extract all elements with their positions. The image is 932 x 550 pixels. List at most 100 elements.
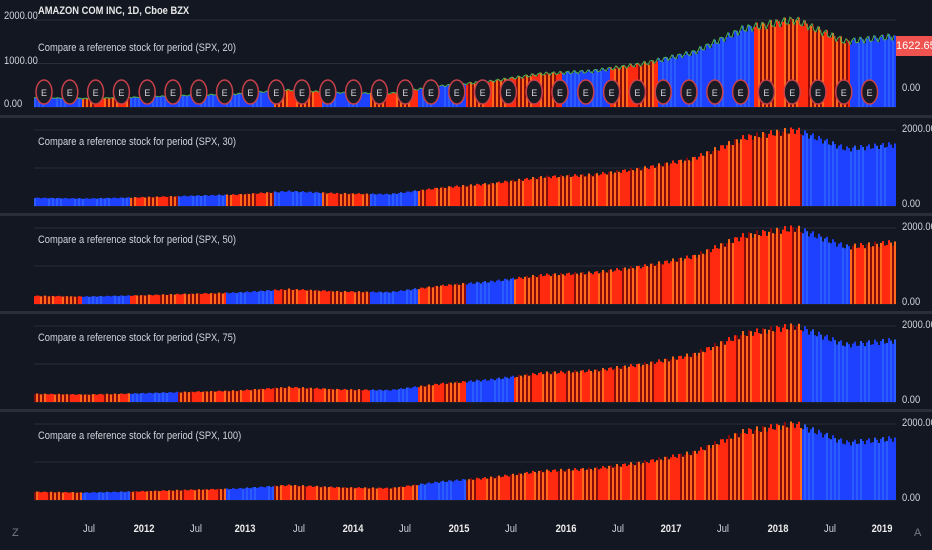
- bar: [794, 427, 796, 500]
- bar: [264, 92, 266, 107]
- bar: [828, 340, 830, 402]
- bar: [856, 443, 858, 500]
- bar: [104, 394, 106, 402]
- bar: [646, 168, 648, 206]
- bar: [212, 194, 214, 206]
- bar: [64, 393, 66, 402]
- bar: [176, 391, 178, 402]
- pane-divider[interactable]: [0, 115, 932, 118]
- bar: [880, 340, 882, 402]
- bar: [858, 149, 860, 206]
- bar: [838, 145, 840, 206]
- bar: [306, 388, 308, 402]
- bar: [282, 191, 284, 206]
- bar: [294, 386, 296, 402]
- bar: [750, 135, 752, 206]
- bar: [336, 290, 338, 304]
- bar: [256, 389, 258, 402]
- bar: [112, 295, 114, 304]
- indicator-pane-30[interactable]: Compare a reference stock for period (SP…: [0, 118, 932, 213]
- bar: [516, 278, 518, 304]
- bar: [356, 193, 358, 206]
- bar: [770, 228, 772, 304]
- earnings-marker: [654, 79, 672, 105]
- bar: [542, 374, 544, 402]
- bar: [408, 289, 410, 304]
- bar: [568, 71, 570, 107]
- bar: [272, 192, 274, 206]
- bar: [790, 225, 792, 304]
- bar: [852, 245, 854, 304]
- bar: [238, 93, 240, 107]
- bar: [158, 96, 160, 107]
- bar: [800, 428, 802, 500]
- bar: [126, 97, 128, 107]
- bar: [218, 390, 220, 402]
- indicator-chart-50[interactable]: [0, 216, 932, 311]
- indicator-chart-30[interactable]: [0, 118, 932, 213]
- bar: [570, 73, 572, 107]
- indicator-pane-50[interactable]: Compare a reference stock for period (SP…: [0, 216, 932, 311]
- bar: [714, 147, 716, 206]
- bar: [608, 171, 610, 206]
- bar: [592, 470, 594, 500]
- bar: [816, 336, 818, 402]
- bar: [672, 54, 674, 107]
- bar: [752, 335, 754, 402]
- bar: [714, 441, 716, 500]
- bar: [832, 32, 834, 108]
- bar: [786, 329, 788, 402]
- indicator-pane-75[interactable]: Compare a reference stock for period (SP…: [0, 314, 932, 409]
- bar: [840, 340, 842, 402]
- bar: [854, 243, 856, 304]
- bar: [508, 476, 510, 500]
- bar: [148, 294, 150, 304]
- bar: [602, 171, 604, 206]
- bar: [74, 492, 76, 500]
- bar: [700, 447, 702, 500]
- indicator-chart-75[interactable]: [0, 314, 932, 409]
- time-axis-tick: Jul: [293, 523, 305, 535]
- bar: [838, 341, 840, 402]
- bar: [338, 193, 340, 206]
- zoom-icon[interactable]: Z: [12, 527, 19, 539]
- bar: [670, 457, 672, 500]
- bar: [864, 346, 866, 402]
- bar: [286, 90, 288, 107]
- bar: [84, 198, 86, 206]
- bar: [482, 379, 484, 402]
- pane-divider[interactable]: [0, 311, 932, 314]
- bar: [786, 133, 788, 206]
- bar: [58, 491, 60, 500]
- bar: [182, 293, 184, 304]
- bar: [808, 29, 810, 107]
- bar: [830, 37, 832, 107]
- earnings-marker-label: E: [609, 88, 615, 98]
- pane-divider[interactable]: [0, 213, 932, 216]
- bar: [456, 185, 458, 206]
- bar: [288, 89, 290, 107]
- bar: [332, 389, 334, 402]
- bar: [316, 289, 318, 304]
- bar: [568, 272, 570, 304]
- bar: [248, 487, 250, 500]
- time-axis[interactable]: Z A Jul 2012 Jul 2013 Jul 2014 Jul 2015 Jul 2016 J…: [0, 513, 932, 550]
- bar: [788, 231, 790, 304]
- indicator-pane-100[interactable]: Compare a reference stock for period (SP…: [0, 412, 932, 513]
- bar: [286, 289, 288, 304]
- bar: [454, 284, 456, 304]
- bar: [276, 388, 278, 402]
- bar: [790, 421, 792, 500]
- earnings-marker: [499, 79, 518, 105]
- pane-divider[interactable]: [0, 409, 932, 412]
- auto-scale-icon[interactable]: A: [914, 527, 922, 539]
- bar: [56, 296, 58, 304]
- indicator-chart-100[interactable]: [0, 412, 932, 513]
- bar: [610, 269, 612, 304]
- bar: [634, 367, 636, 402]
- bar: [374, 194, 376, 206]
- bar: [616, 170, 618, 206]
- bar: [388, 93, 390, 107]
